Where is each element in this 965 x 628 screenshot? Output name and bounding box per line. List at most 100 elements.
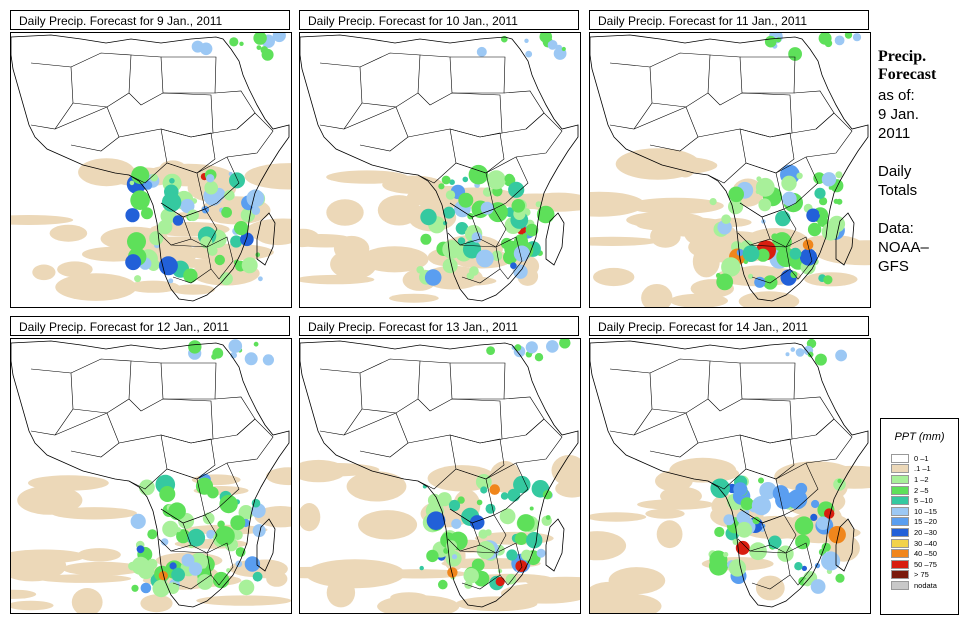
precip-cell [835, 573, 845, 583]
precip-cell [733, 482, 748, 497]
precip-cell [495, 576, 505, 587]
precip-cell [742, 245, 760, 262]
precip-cell [810, 513, 818, 521]
precip-cell [836, 198, 843, 205]
precip-cell [486, 346, 495, 355]
precip-cell [230, 235, 243, 248]
precip-cell [206, 174, 215, 183]
precip-cell [171, 567, 186, 582]
precip-cell [806, 208, 820, 223]
precip-cell [157, 219, 173, 235]
madagascar-outline [835, 212, 855, 266]
precip-cell [547, 40, 558, 50]
precip-cell [152, 579, 170, 598]
light-rain-patch [326, 577, 356, 608]
precip-cell [736, 249, 744, 256]
precip-cell [728, 199, 744, 215]
precip-cell [817, 216, 829, 228]
light-rain-patch [57, 261, 93, 278]
country-border [128, 54, 164, 106]
light-rain-patch [300, 462, 380, 477]
precip-cell [803, 578, 812, 587]
country-border [212, 396, 256, 440]
country-border [359, 52, 421, 108]
light-rain-patch [305, 559, 405, 589]
country-border [495, 236, 523, 280]
precip-cell [837, 478, 842, 484]
legend-swatch [891, 485, 909, 495]
country-border [785, 236, 813, 280]
precip-cell [251, 498, 261, 508]
country-border [226, 418, 274, 464]
light-rain-patch [390, 592, 428, 603]
legend-item: nodata [881, 580, 958, 591]
precip-cell [200, 236, 213, 249]
map-canvas [11, 339, 291, 613]
country-border [775, 462, 819, 516]
country-border [70, 358, 132, 414]
light-rain-patch [590, 191, 645, 217]
precip-cell [517, 514, 535, 532]
country-border [633, 412, 699, 458]
precip-cell [818, 210, 825, 216]
panel-title: Daily Precip. Forecast for 9 Jan., 2011 [10, 10, 290, 30]
precip-cell [807, 222, 822, 237]
precip-cell [794, 562, 803, 571]
light-rain-patch [489, 461, 521, 493]
light-rain-patch [377, 195, 421, 226]
precip-cell [795, 534, 810, 550]
country-border [495, 542, 523, 586]
precip-cell [458, 192, 474, 208]
sidebar-heading-1: Precip. [878, 48, 927, 65]
precip-cell [500, 237, 513, 250]
legend-swatch [891, 559, 909, 569]
precip-cell [834, 35, 845, 46]
precip-cell [835, 171, 843, 179]
country-border [761, 514, 797, 554]
precip-cell [437, 226, 444, 232]
light-rain-patch [590, 236, 659, 246]
precip-cell [252, 571, 263, 582]
precip-cell [796, 172, 803, 179]
light-rain-patch [801, 235, 862, 253]
precip-map [299, 32, 581, 308]
coastline [11, 34, 290, 302]
precip-cell [256, 45, 262, 50]
legend-item: 0 –1 [881, 453, 958, 464]
coastline [300, 340, 579, 608]
country-border [791, 90, 835, 134]
precip-cell [714, 526, 725, 538]
data-source-2: GFS [878, 258, 909, 275]
precip-cell [445, 540, 458, 552]
precip-cell [167, 582, 180, 594]
precip-cell [447, 567, 458, 578]
legend-label: 50 –75 [914, 559, 937, 569]
precip-cell [255, 252, 260, 257]
light-rain-patch [625, 156, 718, 175]
legend-item: 15 –20 [881, 517, 958, 528]
precip-cell [258, 276, 263, 282]
precip-cell [536, 205, 555, 224]
light-rain-patch [51, 507, 137, 520]
light-rain-patch [359, 471, 398, 501]
precip-cell [818, 33, 832, 45]
precip-cell [451, 554, 458, 560]
forecast-panel: Daily Precip. Forecast for 10 Jan., 2011 [299, 10, 581, 308]
light-rain-patch [593, 267, 635, 287]
country-border [791, 396, 835, 440]
totals-label-2: Totals [878, 182, 918, 199]
country-border [160, 92, 214, 138]
legend-title: PPT (mm) [894, 431, 945, 443]
country-border [206, 542, 234, 586]
precip-cell [129, 180, 135, 186]
madagascar-outline [545, 518, 565, 572]
precip-cell [771, 233, 779, 241]
light-rain-patch [11, 549, 86, 564]
country-border [30, 368, 74, 436]
precip-cell [147, 529, 158, 540]
precip-cell [441, 175, 451, 185]
precip-cell [233, 223, 243, 233]
precip-cell [795, 348, 805, 357]
data-label: Data: [878, 220, 914, 237]
precip-cell [150, 173, 159, 182]
